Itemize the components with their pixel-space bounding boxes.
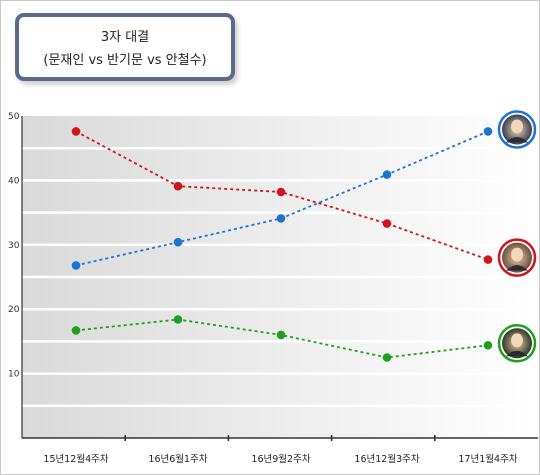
person-portrait-icon <box>497 110 537 149</box>
y-tick-label: 50 <box>8 112 20 122</box>
y-axis-ticks: 10 20 30 40 50 <box>8 112 20 380</box>
data-point <box>483 255 493 264</box>
x-tick-label: 17년1월4주차 <box>458 453 517 465</box>
data-point <box>173 237 183 247</box>
x-axis-labels: 15년12월4주차 16년6월1주차 16년9월2주차 16년12월3주차 17년1월4… <box>43 453 517 465</box>
data-point <box>173 315 183 324</box>
data-point <box>71 127 81 136</box>
x-tick-label: 16년6월1주차 <box>148 453 207 465</box>
avatar-shoulders <box>506 136 528 143</box>
data-point <box>276 187 286 197</box>
series-avatars <box>497 110 537 363</box>
x-tick-label: 16년9월2주차 <box>251 453 310 465</box>
data-point <box>71 261 81 270</box>
chart-title-box: 3자 대결 (문재인 vs 반기문 vs 안철수) <box>15 13 235 81</box>
series-lines <box>71 127 493 362</box>
data-point <box>71 326 81 335</box>
data-point <box>382 219 392 228</box>
data-point <box>173 181 183 191</box>
avatar-shoulders <box>506 350 528 357</box>
chart-title: 3자 대결 <box>100 30 150 45</box>
chart-subtitle: (문재인 vs 반기문 vs 안철수) <box>43 53 207 68</box>
avatar-shoulders <box>506 265 528 271</box>
data-point <box>276 214 286 223</box>
avatar-face <box>511 333 523 348</box>
x-tick-label: 16년12월3주차 <box>354 453 419 465</box>
y-tick-label: 40 <box>8 176 20 186</box>
x-tick-label: 15년12월4주차 <box>43 453 108 465</box>
data-point <box>483 340 493 350</box>
y-tick-label: 10 <box>8 370 20 380</box>
axes <box>21 116 538 441</box>
person-portrait-icon <box>497 324 537 363</box>
y-tick-label: 30 <box>8 241 20 251</box>
avatar-face <box>511 119 523 134</box>
data-point <box>483 127 493 136</box>
data-point <box>276 330 286 340</box>
person-portrait-icon <box>497 238 537 277</box>
y-tick-label: 20 <box>8 305 20 315</box>
avatar-face <box>511 247 523 262</box>
data-point <box>382 353 392 362</box>
data-point <box>382 170 392 179</box>
